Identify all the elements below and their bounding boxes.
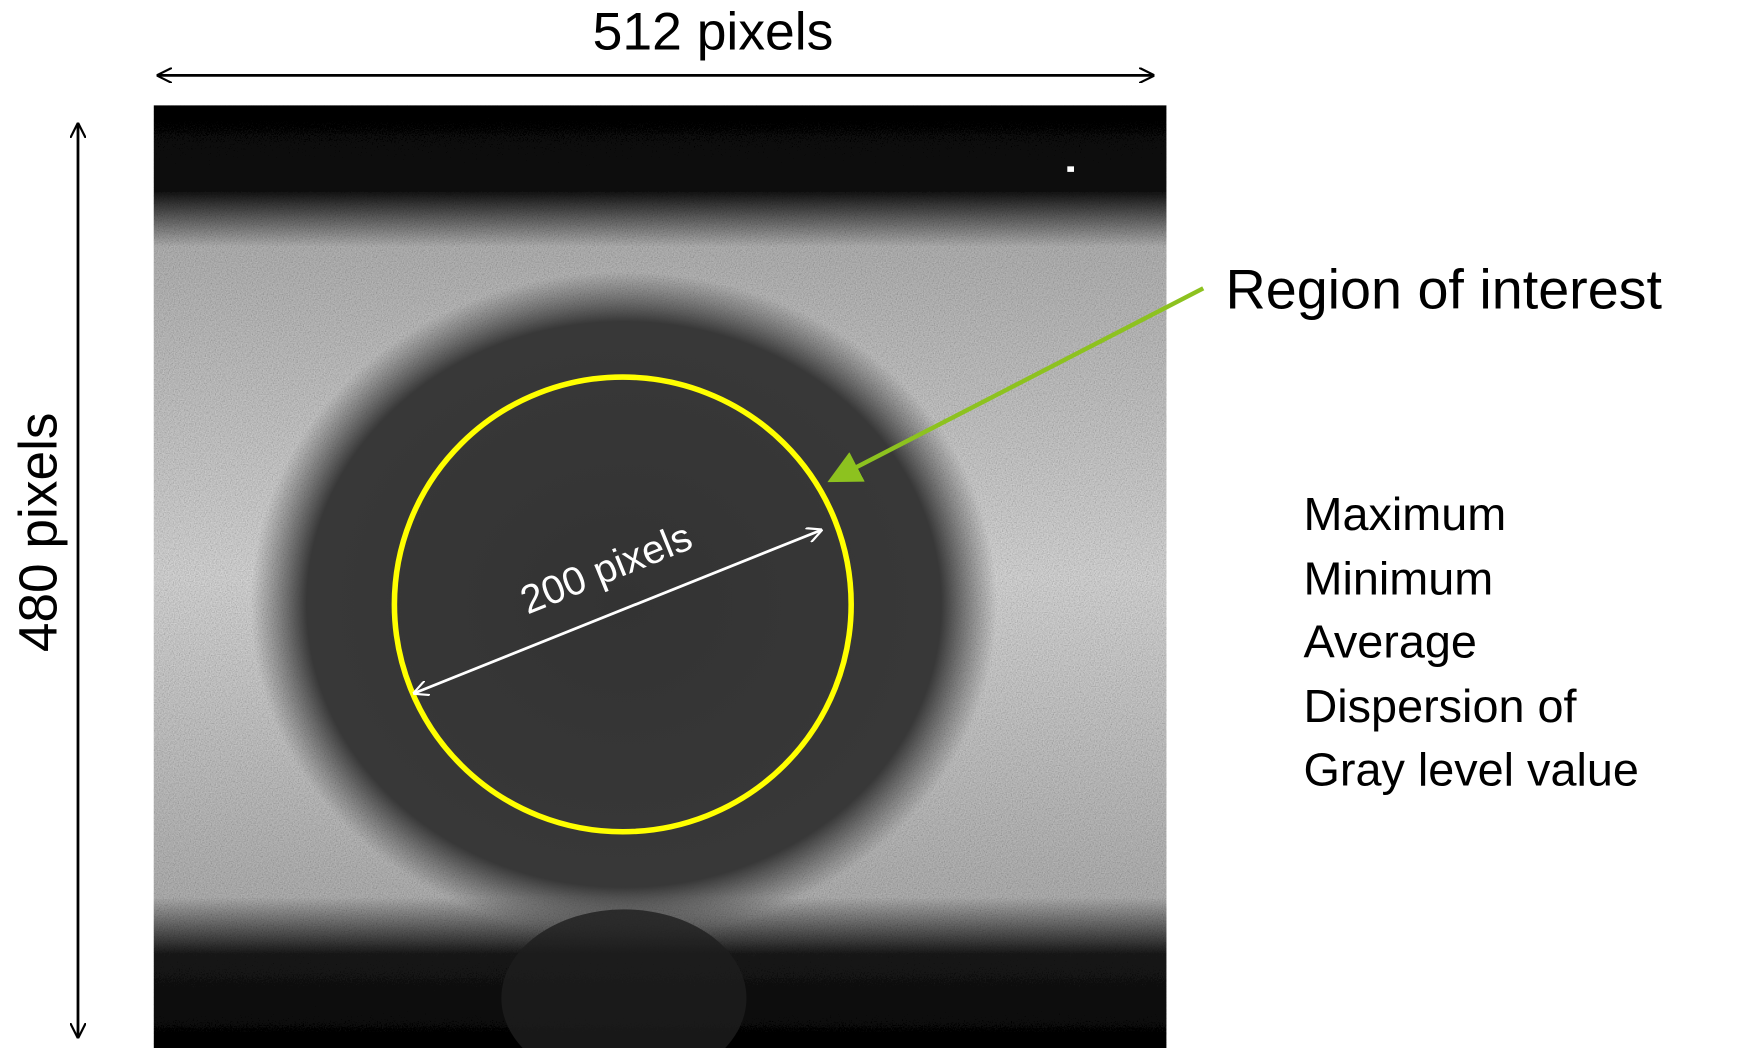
roi-circle <box>391 374 854 835</box>
roi-pointer <box>827 286 1205 483</box>
stat-item: Average <box>1304 616 1477 668</box>
height-label: 480 pixels <box>9 412 68 652</box>
stat-item: Dispersion of <box>1304 680 1578 732</box>
stat-item: Minimum <box>1304 553 1494 605</box>
grayscale-image <box>153 105 1167 1048</box>
stat-item: Maximum <box>1304 488 1507 540</box>
diameter-arrow <box>414 530 821 693</box>
stat-item: Gray level value <box>1304 743 1639 795</box>
roi-label: Region of interest <box>1226 259 1663 321</box>
stats-list: Maximum Minimum Average Dispersion of Gr… <box>1304 488 1639 795</box>
width-label: 512 pixels <box>593 3 834 62</box>
